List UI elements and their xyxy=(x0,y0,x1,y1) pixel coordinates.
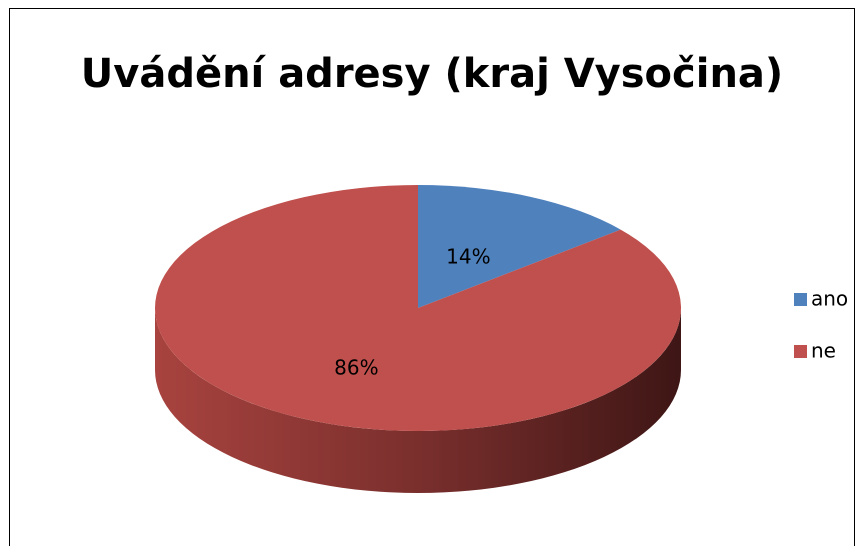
legend-swatch xyxy=(794,293,807,306)
pie-slice xyxy=(155,185,681,431)
data-label: 86% xyxy=(334,356,378,380)
data-label: 14% xyxy=(446,244,490,268)
pie-side xyxy=(155,308,681,493)
chart-title: Uvádění adresy (kraj Vysočina) xyxy=(81,51,783,97)
legend-label: ano xyxy=(811,287,848,311)
legend-label: ne xyxy=(811,339,836,363)
legend-swatch xyxy=(794,345,807,358)
pie-slice xyxy=(418,185,621,308)
